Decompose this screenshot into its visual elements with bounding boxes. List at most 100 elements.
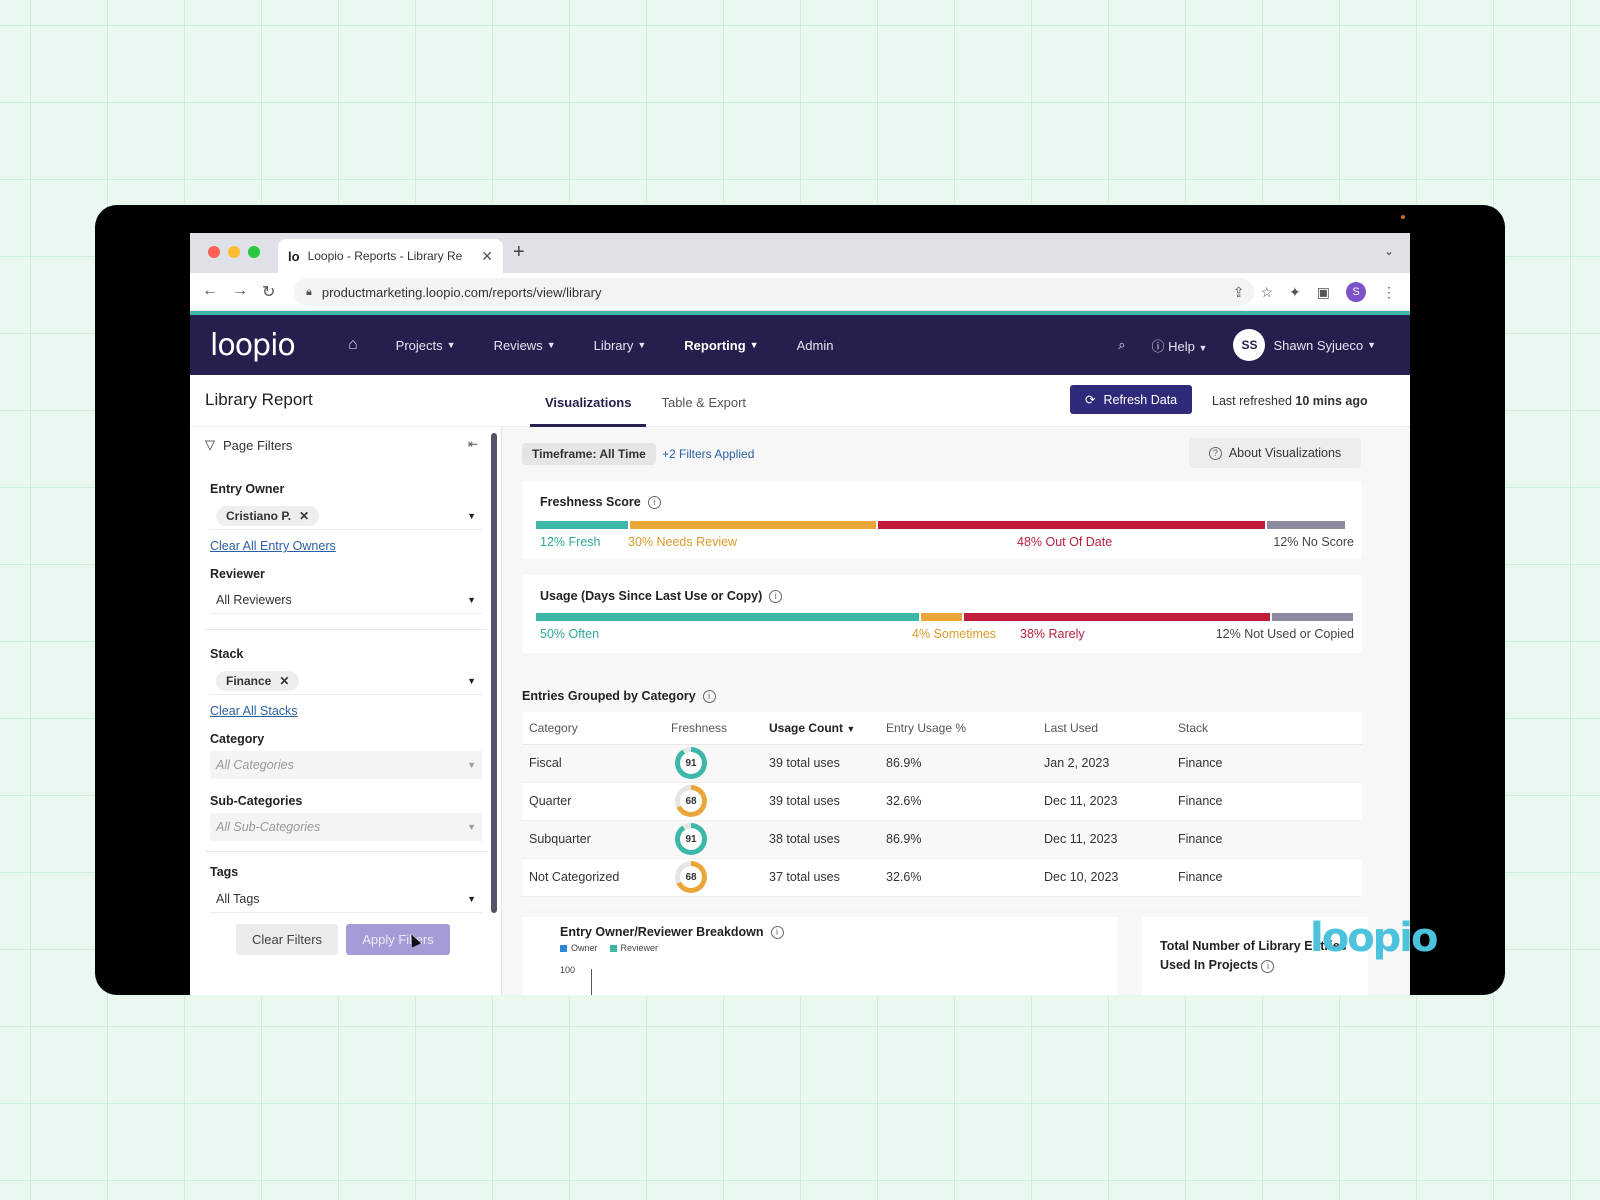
cell-category: Quarter <box>522 782 664 821</box>
cell-pct: 86.9% <box>879 744 1037 783</box>
apply-filters-button[interactable]: Apply Filters <box>346 924 450 955</box>
table-row[interactable]: Quarter 68 39 total uses 32.6% Dec 11, 2… <box>522 782 1362 821</box>
cell-usage: 38 total uses <box>762 820 879 859</box>
loopio-favicon-icon: lo <box>288 248 300 264</box>
camera-dot <box>1401 215 1405 219</box>
clear-filters-button[interactable]: Clear Filters <box>236 924 338 955</box>
category-placeholder: All Categories <box>216 758 294 772</box>
minimize-window-button[interactable] <box>228 246 240 258</box>
share-icon[interactable]: ⇪ <box>1232 283 1245 300</box>
timeframe-pill[interactable]: Timeframe: All Time <box>522 443 656 465</box>
reviewer-select[interactable]: All Reviewers ▼ <box>210 586 482 614</box>
cell-category: Fiscal <box>522 744 664 783</box>
table-overflow-fade <box>522 897 1362 911</box>
cell-pct: 32.6% <box>879 782 1037 821</box>
table-row[interactable]: Subquarter 91 38 total uses 86.9% Dec 11… <box>522 820 1362 859</box>
address-bar: ← → ↻ 🔒︎ productmarketing.loopio.com/rep… <box>190 273 1410 311</box>
url-input[interactable]: 🔒︎ productmarketing.loopio.com/reports/v… <box>294 278 1254 306</box>
tab-table-export[interactable]: Table & Export <box>661 395 747 410</box>
filters-applied-link[interactable]: +2 Filters Applied <box>662 447 755 461</box>
help-icon: ⓘ <box>1151 338 1165 354</box>
nav-projects[interactable]: Projects ▼ <box>396 338 456 353</box>
entry-owner-select[interactable]: Cristiano P. ✕ ▼ <box>210 502 482 530</box>
sidebar-scrollbar[interactable] <box>491 433 497 913</box>
user-menu[interactable]: SS Shawn Syjueco ▼ <box>1233 329 1376 361</box>
stack-select[interactable]: Finance ✕ ▼ <box>210 667 482 695</box>
nav-library[interactable]: Library ▼ <box>594 338 647 353</box>
cell-last-used: Dec 11, 2023 <box>1037 782 1171 821</box>
info-icon[interactable]: i <box>647 495 661 509</box>
reload-icon[interactable]: ↻ <box>262 283 276 301</box>
col-usage-count[interactable]: Usage Count ▼ <box>762 712 879 745</box>
tab-visualizations[interactable]: Visualizations <box>530 375 647 427</box>
extensions-puzzle-icon[interactable]: ✦ <box>1289 283 1301 300</box>
side-panel-icon[interactable]: ▣ <box>1316 283 1330 300</box>
freshness-outdated-segment <box>877 521 1265 529</box>
new-tab-icon[interactable]: + <box>513 241 525 263</box>
tags-select[interactable]: All Tags ▼ <box>210 885 482 913</box>
browser-tab[interactable]: lo Loopio - Reports - Library Re ✕ <box>278 239 503 273</box>
visualizations-panel: Timeframe: All Time +2 Filters Applied ?… <box>502 427 1410 995</box>
usage-rarely-label: 38% Rarely <box>1020 627 1085 641</box>
page-title: Library Report <box>205 390 313 409</box>
refresh-label: Refresh Data <box>1103 392 1178 407</box>
nav-reporting[interactable]: Reporting ▼ <box>680 338 763 382</box>
profile-avatar[interactable]: S <box>1346 282 1366 302</box>
back-arrow-icon[interactable]: ← <box>202 281 218 299</box>
info-icon[interactable]: i <box>770 925 784 939</box>
nav-reviews[interactable]: Reviews ▼ <box>494 338 556 353</box>
loopio-logo[interactable]: loopio <box>210 327 296 363</box>
help-menu[interactable]: ⓘ Help ▼ <box>1152 336 1208 355</box>
category-select[interactable]: All Categories ▼ <box>210 751 482 779</box>
col-last-used[interactable]: Last Used <box>1037 712 1171 745</box>
freshness-review-label: 30% Needs Review <box>628 535 738 549</box>
last-refreshed-prefix: Last refreshed <box>1212 394 1292 408</box>
tab-list-chevron-icon[interactable]: ⌄ <box>1383 244 1394 258</box>
table-row[interactable]: Not Categorized 68 37 total uses 32.6% D… <box>522 858 1362 897</box>
clear-entry-owners-link[interactable]: Clear All Entry Owners <box>210 539 336 553</box>
bookmark-star-icon[interactable]: ☆ <box>1260 283 1274 300</box>
info-icon[interactable]: i <box>702 689 716 703</box>
breakdown-title-text: Entry Owner/Reviewer Breakdown <box>560 925 764 939</box>
page-filters-label: Page Filters <box>223 437 293 453</box>
search-icon[interactable]: ⌕ <box>1118 337 1126 352</box>
total-title: Total Number of Library Entries Used In … <box>1160 937 1370 975</box>
freshness-noscore-segment <box>1266 521 1346 529</box>
forward-arrow-icon[interactable]: → <box>232 281 248 299</box>
remove-chip-icon[interactable]: ✕ <box>299 508 310 523</box>
sub-categories-select[interactable]: All Sub-Categories ▼ <box>210 813 482 841</box>
category-label: Category <box>210 732 265 746</box>
maximize-window-button[interactable] <box>248 246 260 258</box>
last-refreshed-value: 10 mins ago <box>1295 394 1368 408</box>
about-visualizations-button[interactable]: ? About Visualizations <box>1189 438 1361 468</box>
col-stack[interactable]: Stack <box>1171 712 1362 745</box>
col-freshness[interactable]: Freshness <box>664 712 762 745</box>
total-entries-card: Total Number of Library Entries Used In … <box>1142 917 1368 995</box>
table-row[interactable]: Fiscal 91 39 total uses 86.9% Jan 2, 202… <box>522 744 1362 783</box>
info-icon[interactable]: i <box>1261 960 1275 973</box>
more-menu-icon[interactable]: ⋮ <box>1382 283 1396 300</box>
refresh-data-button[interactable]: ⟳ Refresh Data <box>1070 385 1193 414</box>
close-tab-icon[interactable]: ✕ <box>481 247 493 264</box>
info-icon[interactable]: i <box>769 589 783 603</box>
loopio-watermark-logo: loopio <box>1310 915 1438 961</box>
close-window-button[interactable] <box>208 246 220 258</box>
clear-stacks-link[interactable]: Clear All Stacks <box>210 704 298 718</box>
cell-last-used: Dec 11, 2023 <box>1037 820 1171 859</box>
chip-label: Finance <box>226 673 272 688</box>
collapse-sidebar-icon[interactable]: ⇤ <box>468 437 479 451</box>
owner-swatch <box>560 945 567 953</box>
breakdown-title: Entry Owner/Reviewer Breakdown i <box>560 925 784 939</box>
nav-admin[interactable]: Admin <box>797 338 834 353</box>
caret-down-icon: ▼ <box>446 340 456 350</box>
entries-section-title: Entries Grouped by Category i <box>522 689 716 703</box>
col-category[interactable]: Category <box>522 712 664 745</box>
home-icon[interactable]: ⌂ <box>348 336 358 353</box>
remove-chip-icon[interactable]: ✕ <box>279 673 290 688</box>
legend-owner-label: Owner <box>571 943 598 953</box>
window-controls <box>208 246 260 258</box>
browser-toolbar-icons: ⇪ ☆ ✦ ▣ S ⋮ <box>1233 282 1396 302</box>
entry-owner-chip[interactable]: Cristiano P. ✕ <box>216 505 320 526</box>
stack-chip[interactable]: Finance ✕ <box>216 670 300 691</box>
col-entry-usage[interactable]: Entry Usage % <box>879 712 1037 745</box>
